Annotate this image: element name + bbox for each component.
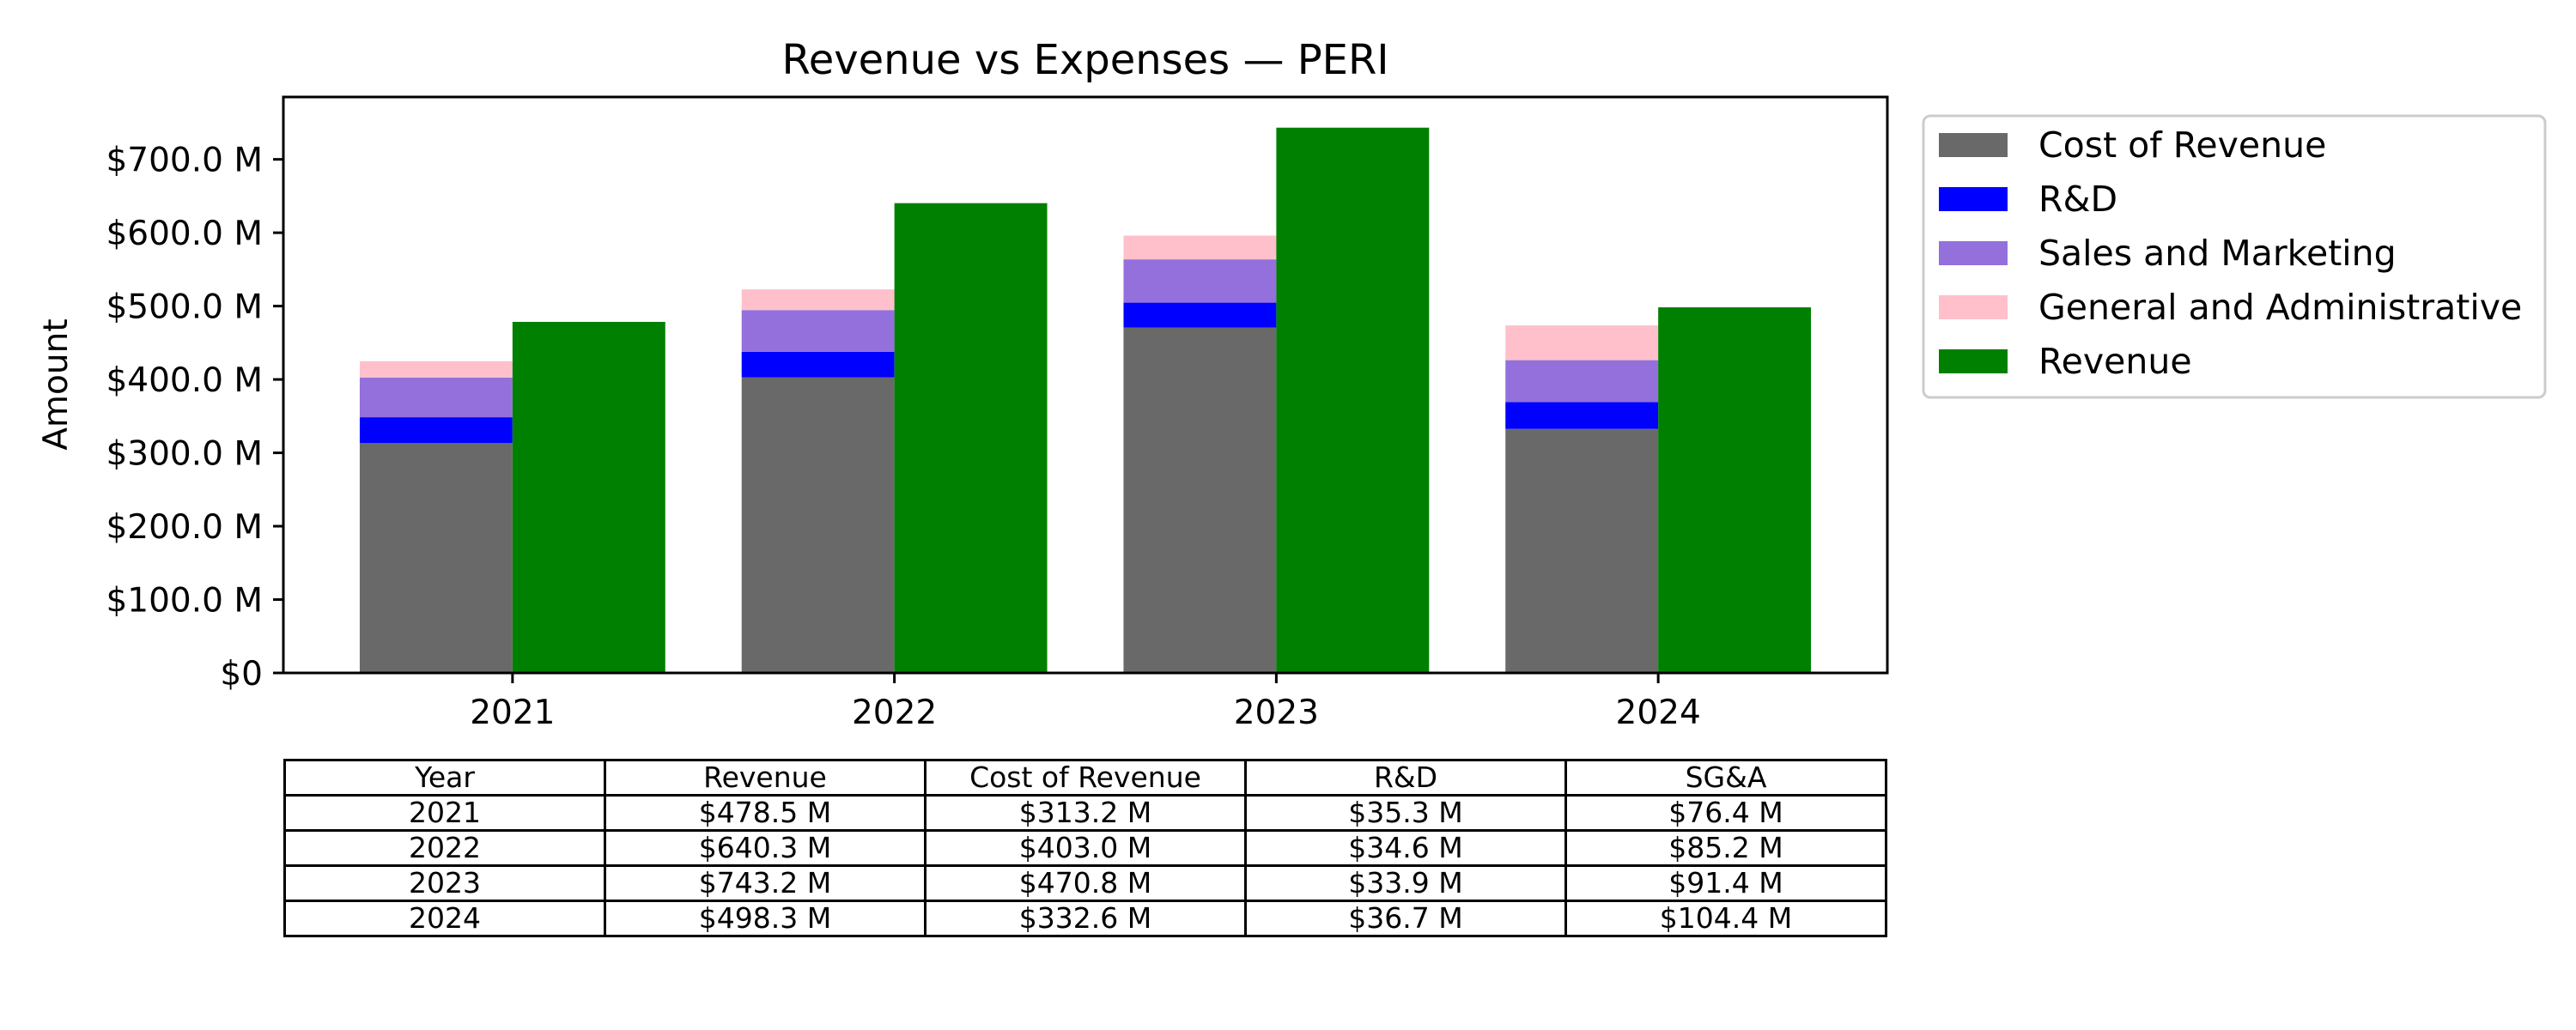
- table-cell: 2022: [283, 829, 606, 867]
- bar-sales-and-marketing-2023: [1123, 259, 1277, 303]
- table-header-cell: R&D: [1244, 759, 1567, 797]
- table-cell: $85.2 M: [1564, 829, 1887, 867]
- bar-r-d-2022: [741, 351, 895, 378]
- y-tick-label: $500.0 M: [106, 288, 263, 327]
- x-axis-ticks: 2021 2022 2023 2024: [470, 673, 1701, 732]
- bar-sales-and-marketing-2022: [741, 310, 895, 352]
- y-tick-label: $700.0 M: [106, 142, 263, 180]
- bar-r-d-2024: [1505, 402, 1659, 429]
- table-cell: $470.8 M: [924, 864, 1247, 902]
- table-header-cell: Cost of Revenue: [924, 759, 1247, 797]
- table-cell: $35.3 M: [1244, 794, 1567, 832]
- y-tick-label: $100.0 M: [106, 582, 263, 621]
- table-cell: $743.2 M: [604, 864, 927, 902]
- table-cell: $76.4 M: [1564, 794, 1887, 832]
- table-cell: $498.3 M: [604, 900, 927, 937]
- bar-cost-of-revenue-2023: [1123, 327, 1277, 673]
- x-tick-label: 2022: [852, 694, 937, 732]
- y-tick-label: $600.0 M: [106, 215, 263, 253]
- table-cell: $313.2 M: [924, 794, 1247, 832]
- table-cell: $36.7 M: [1244, 900, 1567, 937]
- legend-swatch: [1939, 133, 2008, 157]
- table-cell: $640.3 M: [604, 829, 927, 867]
- table-header-cell: Revenue: [604, 759, 927, 797]
- bar-general-and-administrative-2022: [741, 289, 895, 311]
- y-tick-label: $400.0 M: [106, 361, 263, 400]
- legend-swatch: [1939, 241, 2008, 265]
- x-tick-label: 2021: [470, 694, 555, 732]
- table-row: 2023 $743.2 M $470.8 M $33.9 M $91.4 M: [283, 864, 1887, 902]
- data-table: Year Revenue Cost of Revenue R&D SG&A 20…: [283, 759, 1887, 937]
- y-tick-label: $0: [220, 655, 263, 694]
- table-cell: 2024: [283, 900, 606, 937]
- table-cell: $403.0 M: [924, 829, 1247, 867]
- table-cell: $478.5 M: [604, 794, 927, 832]
- bar-cost-of-revenue-2024: [1505, 428, 1659, 673]
- table-cell: 2023: [283, 864, 606, 902]
- bar-sales-and-marketing-2021: [359, 377, 513, 418]
- table-cell: 2021: [283, 794, 606, 832]
- x-tick-label: 2024: [1616, 694, 1701, 732]
- revenue-expenses-chart: Revenue vs Expenses — PERI Amount $0 $100…: [37, 36, 2547, 732]
- legend-frame: [1922, 114, 2547, 399]
- table-row: 2021 $478.5 M $313.2 M $35.3 M $76.4 M: [283, 794, 1887, 832]
- legend-label: Cost of Revenue: [2038, 124, 2326, 166]
- bar-revenue-2022: [894, 203, 1048, 673]
- bar-revenue-2023: [1276, 127, 1430, 673]
- legend-swatch: [1939, 187, 2008, 211]
- legend-label: R&D: [2038, 179, 2117, 220]
- y-axis-label: Amount: [37, 318, 76, 450]
- bar-general-and-administrative-2024: [1505, 325, 1659, 360]
- x-tick-label: 2023: [1234, 694, 1319, 732]
- plot-area-frame: [282, 95, 1889, 675]
- chart-title: Revenue vs Expenses — PERI: [782, 36, 1389, 84]
- legend-label: Sales and Marketing: [2038, 233, 2397, 274]
- bars-group: [359, 127, 1812, 673]
- bar-r-d-2023: [1123, 302, 1277, 328]
- legend-swatch: [1939, 349, 2008, 373]
- table-cell: $104.4 M: [1564, 900, 1887, 937]
- y-tick-label: $300.0 M: [106, 435, 263, 474]
- table-cell: $332.6 M: [924, 900, 1247, 937]
- bar-r-d-2021: [359, 417, 513, 444]
- y-axis-ticks: $0 $100.0 M $200.0 M $300.0 M $400.0 M $500.0…: [106, 142, 283, 694]
- table-cell: $91.4 M: [1564, 864, 1887, 902]
- table-header-row: Year Revenue Cost of Revenue R&D SG&A: [283, 759, 1887, 797]
- table-row: 2024 $498.3 M $332.6 M $36.7 M $104.4 M: [283, 900, 1887, 937]
- y-tick-label: $200.0 M: [106, 508, 263, 547]
- table-row: 2022 $640.3 M $403.0 M $34.6 M $85.2 M: [283, 829, 1887, 867]
- legend-swatch: [1939, 295, 2008, 319]
- legend-label: General and Administrative: [2038, 287, 2522, 328]
- table-cell: $34.6 M: [1244, 829, 1567, 867]
- bar-general-and-administrative-2023: [1123, 235, 1277, 260]
- bar-revenue-2024: [1658, 307, 1812, 673]
- table-header-cell: SG&A: [1564, 759, 1887, 797]
- bar-cost-of-revenue-2022: [741, 377, 895, 673]
- table-cell: $33.9 M: [1244, 864, 1567, 902]
- legend: Cost of Revenue R&D Sales and Marketing Gen…: [1922, 114, 2547, 399]
- bar-general-and-administrative-2021: [359, 360, 513, 378]
- bar-sales-and-marketing-2024: [1505, 360, 1659, 403]
- bar-cost-of-revenue-2021: [359, 443, 513, 673]
- legend-label: Revenue: [2038, 341, 2192, 382]
- bar-revenue-2021: [512, 321, 665, 673]
- table-header-cell: Year: [283, 759, 606, 797]
